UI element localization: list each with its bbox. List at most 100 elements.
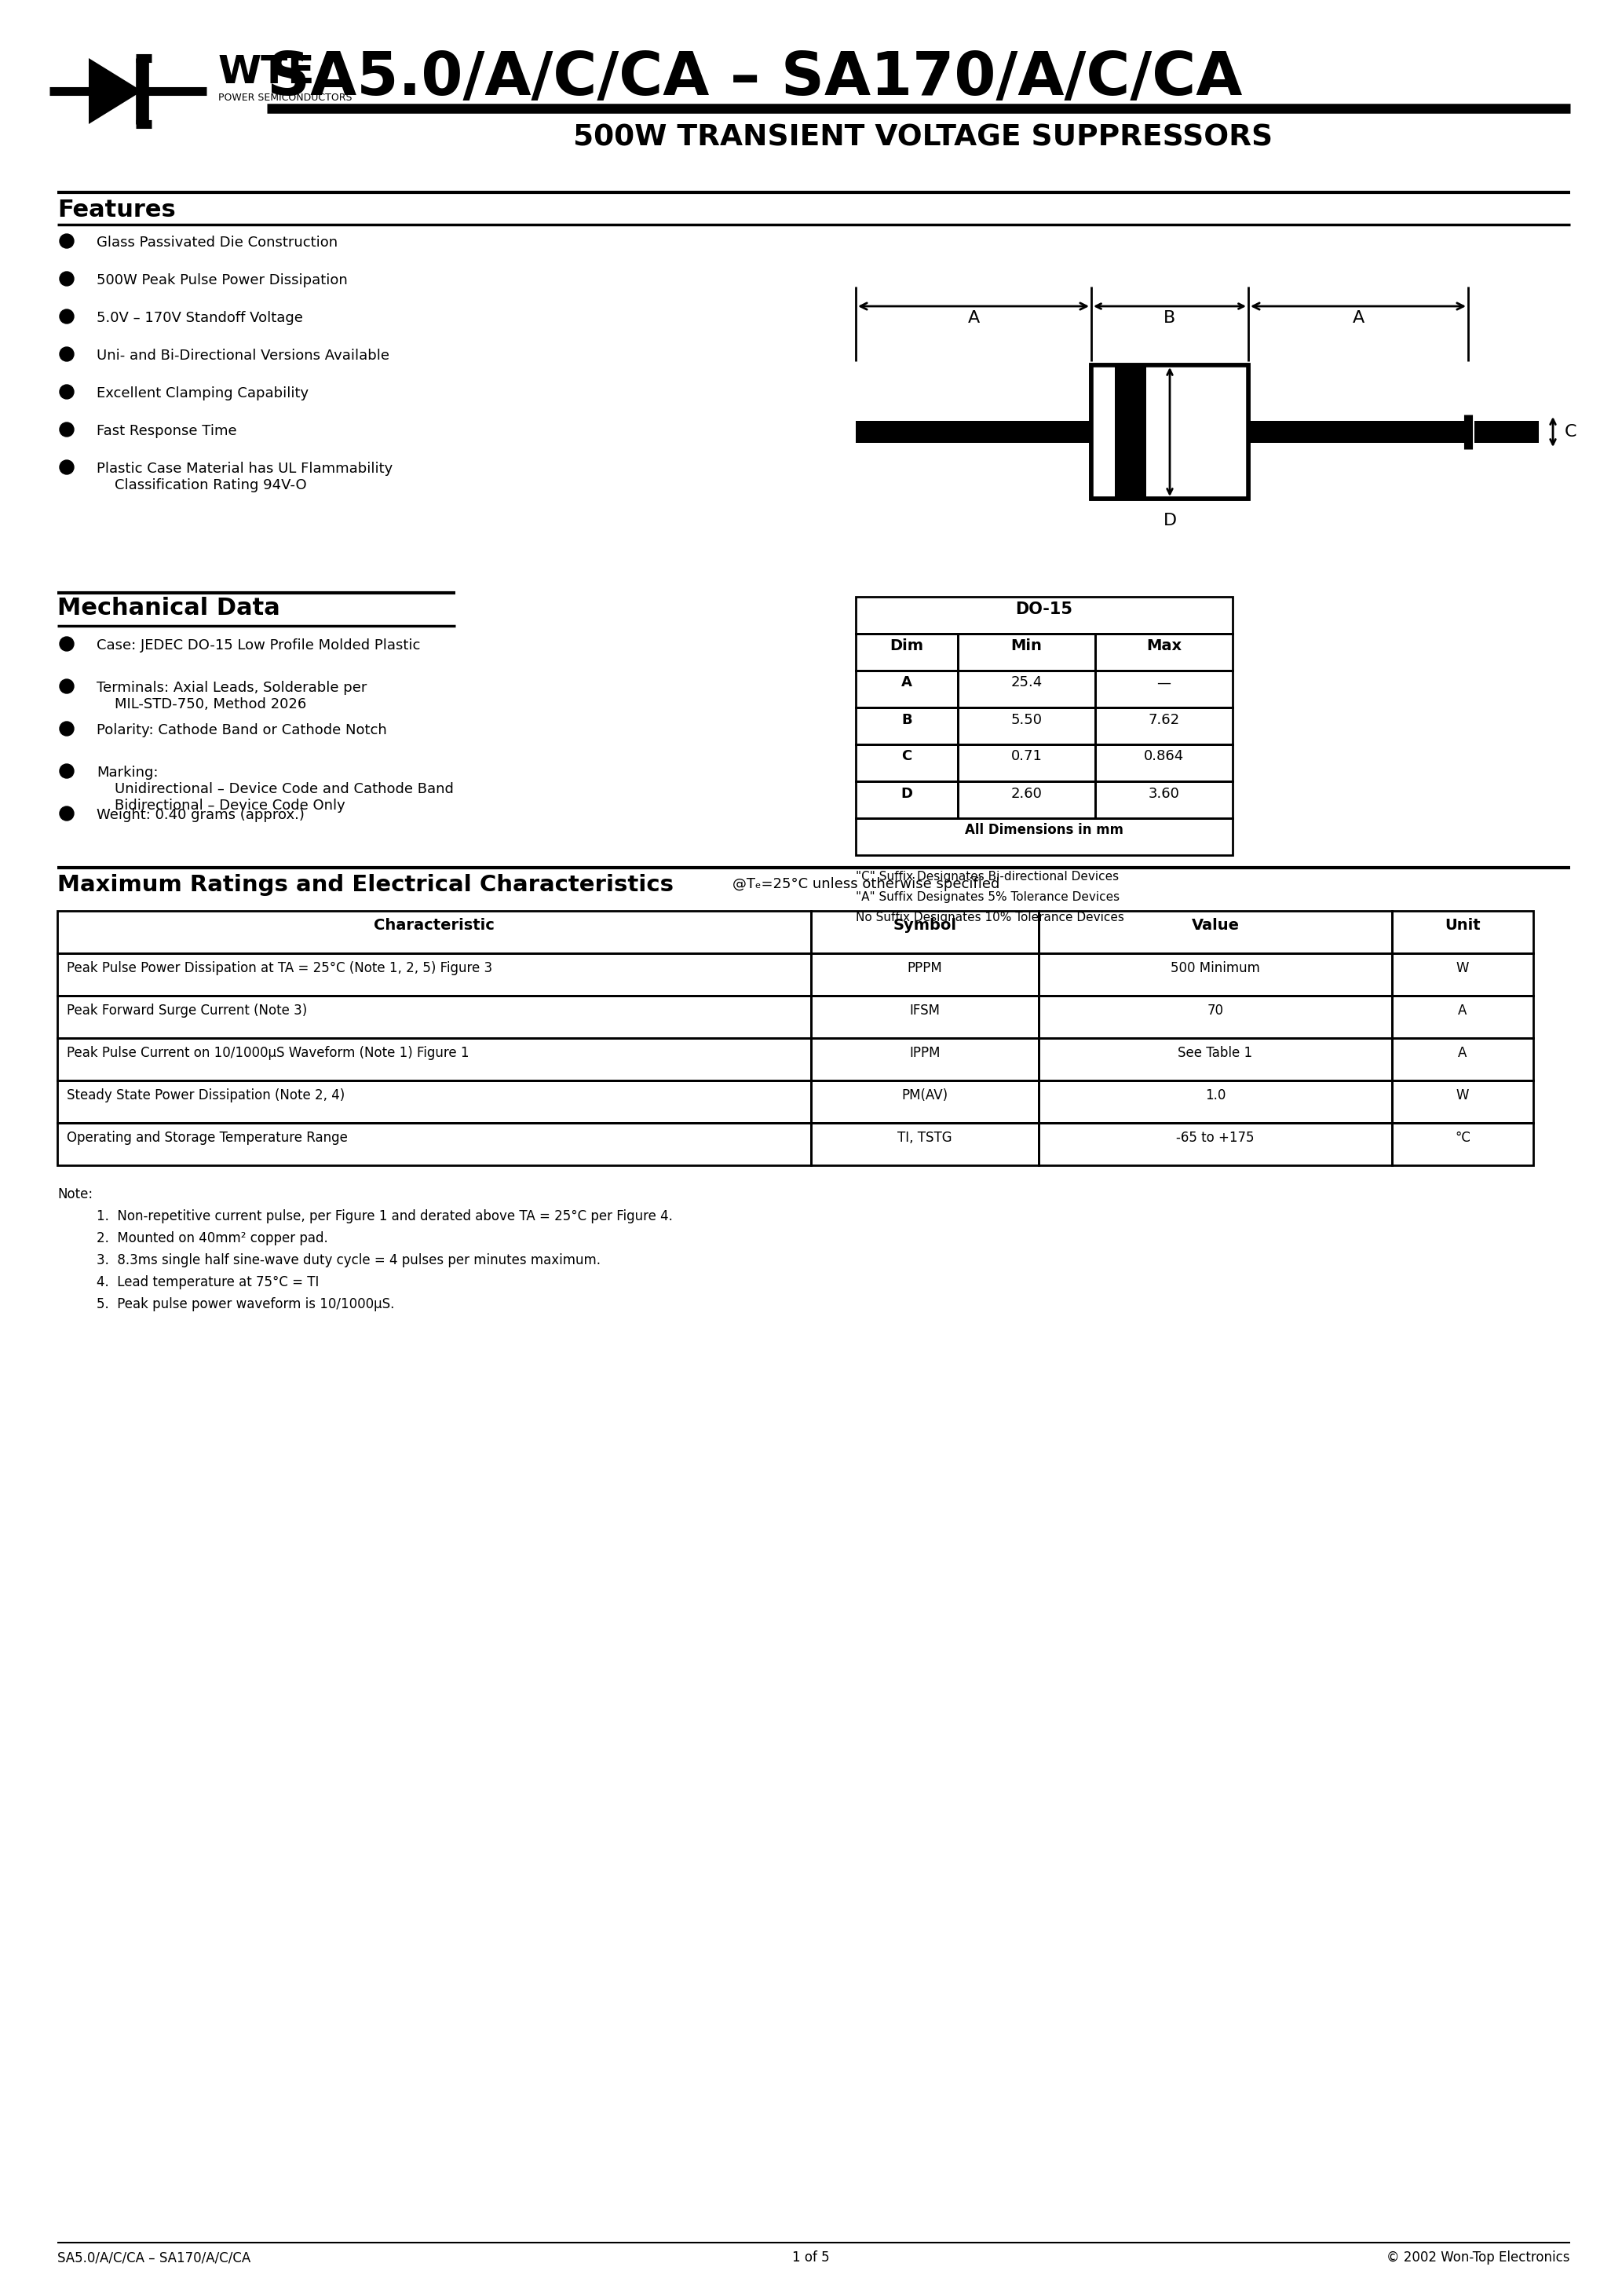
Circle shape (60, 422, 73, 436)
Bar (856, 781, 959, 817)
Bar (856, 634, 959, 670)
Bar (959, 634, 1095, 670)
Bar (959, 670, 1095, 707)
Text: Terminals: Axial Leads, Solderable per
    MIL-STD-750, Method 2026: Terminals: Axial Leads, Solderable per M… (97, 682, 367, 712)
Bar (1392, 1081, 1533, 1123)
Circle shape (60, 310, 73, 324)
Text: All Dimensions in mm: All Dimensions in mm (965, 824, 1124, 838)
Text: 25.4: 25.4 (1011, 675, 1043, 689)
Bar (811, 912, 1038, 953)
Text: TI, TSTG: TI, TSTG (897, 1130, 952, 1146)
Text: "A" Suffix Designates 5% Tolerance Devices: "A" Suffix Designates 5% Tolerance Devic… (856, 891, 1119, 902)
Bar (1392, 996, 1533, 1038)
Text: Maximum Ratings and Electrical Characteristics: Maximum Ratings and Electrical Character… (57, 875, 673, 895)
Text: © 2002 Won-Top Electronics: © 2002 Won-Top Electronics (1387, 2250, 1570, 2264)
Text: C: C (902, 748, 912, 765)
Bar (1392, 1123, 1533, 1166)
Text: A: A (968, 310, 980, 326)
Text: Steady State Power Dissipation (Note 2, 4): Steady State Power Dissipation (Note 2, … (67, 1088, 345, 1102)
Text: 1.0: 1.0 (1205, 1088, 1226, 1102)
Bar (1038, 1123, 1392, 1166)
Text: 1.  Non-repetitive current pulse, per Figure 1 and derated above TA = 25°C per F: 1. Non-repetitive current pulse, per Fig… (97, 1210, 673, 1224)
Text: C: C (1565, 425, 1577, 441)
Text: Mechanical Data: Mechanical Data (57, 597, 281, 620)
Text: Peak Forward Surge Current (Note 3): Peak Forward Surge Current (Note 3) (67, 1003, 307, 1017)
Text: Peak Pulse Current on 10/1000μS Waveform (Note 1) Figure 1: Peak Pulse Current on 10/1000μS Waveform… (67, 1047, 469, 1061)
Text: Weight: 0.40 grams (approx.): Weight: 0.40 grams (approx.) (97, 808, 305, 822)
Text: A: A (1458, 1047, 1466, 1061)
Bar (811, 953, 1038, 996)
Bar (57, 1123, 811, 1166)
Text: 500 Minimum: 500 Minimum (1171, 962, 1260, 976)
Text: 70: 70 (1207, 1003, 1223, 1017)
Text: Peak Pulse Power Dissipation at TA = 25°C (Note 1, 2, 5) Figure 3: Peak Pulse Power Dissipation at TA = 25°… (67, 962, 493, 976)
Bar (1095, 670, 1233, 707)
Text: Operating and Storage Temperature Range: Operating and Storage Temperature Range (67, 1130, 347, 1146)
Text: Features: Features (57, 200, 175, 220)
Text: Plastic Case Material has UL Flammability
    Classification Rating 94V-O: Plastic Case Material has UL Flammabilit… (97, 461, 393, 491)
Text: Uni- and Bi-Directional Versions Available: Uni- and Bi-Directional Versions Availab… (97, 349, 389, 363)
Bar (1392, 1038, 1533, 1081)
Text: Unit: Unit (1445, 918, 1481, 932)
Bar (57, 1038, 811, 1081)
Bar (1038, 1081, 1392, 1123)
Text: 0.71: 0.71 (1011, 748, 1043, 765)
Bar (856, 817, 1233, 854)
Text: W: W (1457, 962, 1470, 976)
Bar (856, 420, 1092, 443)
Circle shape (60, 347, 73, 360)
Text: Polarity: Cathode Band or Cathode Notch: Polarity: Cathode Band or Cathode Notch (97, 723, 388, 737)
Bar (57, 996, 811, 1038)
Text: 0.864: 0.864 (1144, 748, 1184, 765)
Text: Fast Response Time: Fast Response Time (97, 425, 237, 439)
Bar (959, 781, 1095, 817)
Polygon shape (89, 57, 143, 124)
Bar (811, 1123, 1038, 1166)
Circle shape (60, 459, 73, 475)
Bar (856, 597, 1233, 634)
Text: 3.60: 3.60 (1148, 788, 1179, 801)
Bar (1474, 420, 1539, 443)
Text: 3.  8.3ms single half sine-wave duty cycle = 4 pulses per minutes maximum.: 3. 8.3ms single half sine-wave duty cycl… (97, 1254, 600, 1267)
Circle shape (60, 765, 73, 778)
Text: D: D (1163, 512, 1176, 528)
Bar (57, 953, 811, 996)
Bar (1249, 420, 1468, 443)
Bar (1093, 367, 1247, 496)
Text: Glass Passivated Die Construction: Glass Passivated Die Construction (97, 236, 337, 250)
Bar (57, 1081, 811, 1123)
Circle shape (60, 271, 73, 285)
Bar (959, 707, 1095, 744)
Text: -65 to +175: -65 to +175 (1176, 1130, 1254, 1146)
Bar (1392, 912, 1533, 953)
Text: 1 of 5: 1 of 5 (792, 2250, 830, 2264)
Text: @Tₑ=25°C unless otherwise specified: @Tₑ=25°C unless otherwise specified (733, 877, 999, 891)
Bar (856, 670, 959, 707)
Text: Case: JEDEC DO-15 Low Profile Molded Plastic: Case: JEDEC DO-15 Low Profile Molded Pla… (97, 638, 420, 652)
Text: DO-15: DO-15 (1015, 602, 1072, 618)
Bar (1095, 781, 1233, 817)
Text: "C" Suffix Designates Bi-directional Devices: "C" Suffix Designates Bi-directional Dev… (856, 870, 1119, 882)
Circle shape (60, 234, 73, 248)
Text: B: B (902, 712, 912, 728)
Bar (1392, 953, 1533, 996)
Text: 5.0V – 170V Standoff Voltage: 5.0V – 170V Standoff Voltage (97, 310, 303, 326)
Text: Note:: Note: (57, 1187, 92, 1201)
Text: Characteristic: Characteristic (373, 918, 495, 932)
Text: 500W TRANSIENT VOLTAGE SUPPRESSORS: 500W TRANSIENT VOLTAGE SUPPRESSORS (573, 124, 1273, 152)
Text: A: A (902, 675, 912, 689)
Text: 2.  Mounted on 40mm² copper pad.: 2. Mounted on 40mm² copper pad. (97, 1231, 328, 1244)
Circle shape (60, 806, 73, 820)
Bar (1095, 744, 1233, 781)
Text: 5.  Peak pulse power waveform is 10/1000μS.: 5. Peak pulse power waveform is 10/1000μ… (97, 1297, 394, 1311)
Text: WTE: WTE (219, 53, 315, 92)
Bar (856, 707, 959, 744)
Text: Marking:
    Unidirectional – Device Code and Cathode Band
    Bidirectional – D: Marking: Unidirectional – Device Code an… (97, 765, 454, 813)
Text: PPPM: PPPM (907, 962, 942, 976)
Circle shape (60, 636, 73, 652)
Bar (1114, 365, 1147, 498)
Bar (811, 1038, 1038, 1081)
Text: Dim: Dim (890, 638, 923, 654)
Bar (811, 996, 1038, 1038)
Text: SA5.0/A/C/CA – SA170/A/C/CA: SA5.0/A/C/CA – SA170/A/C/CA (268, 51, 1242, 108)
